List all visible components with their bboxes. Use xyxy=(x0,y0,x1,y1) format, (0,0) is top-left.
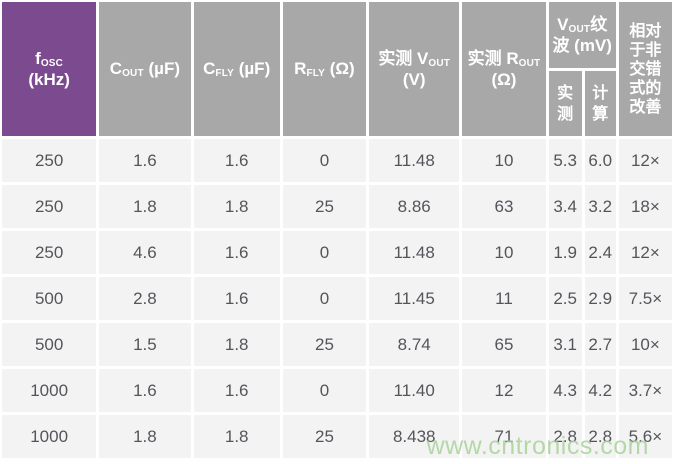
cell-cout: 4.6 xyxy=(99,231,191,274)
cell-rout: 65 xyxy=(462,323,546,366)
cell-rfly: 25 xyxy=(282,323,367,366)
cell-ripple-measured: 2.5 xyxy=(548,277,582,320)
cell-cfly: 1.6 xyxy=(193,231,280,274)
cell-improvement: 7.5× xyxy=(618,277,672,320)
header-fosc: fOSC (kHz) xyxy=(2,2,97,136)
cell-rout: 71 xyxy=(462,415,546,458)
cell-cout: 1.5 xyxy=(99,323,191,366)
cell-vout: 11.40 xyxy=(369,369,460,412)
header-cfly: CFLY (µF) xyxy=(193,2,280,136)
header-row-2: 实 测 计 算 xyxy=(2,71,672,136)
cell-ripple-measured: 2.8 xyxy=(548,415,582,458)
cell-rfly: 0 xyxy=(282,277,367,320)
table-row: 250 1.6 1.6 0 11.48 10 5.3 6.0 12× xyxy=(2,139,672,182)
table-row: 500 1.5 1.8 25 8.74 65 3.1 2.7 10× xyxy=(2,323,672,366)
cell-cfly: 1.6 xyxy=(193,277,280,320)
cell-improvement: 10× xyxy=(618,323,672,366)
cell-cout: 1.6 xyxy=(99,369,191,412)
cell-ripple-measured: 3.4 xyxy=(548,185,582,228)
cell-fosc: 1000 xyxy=(2,369,97,412)
cell-rfly: 25 xyxy=(282,185,367,228)
cell-rfly: 0 xyxy=(282,231,367,274)
header-ripple-calculated: 计 算 xyxy=(584,71,616,136)
cell-rout: 11 xyxy=(462,277,546,320)
cell-improvement: 5.6× xyxy=(618,415,672,458)
cell-cfly: 1.6 xyxy=(193,369,280,412)
cell-vout: 11.45 xyxy=(369,277,460,320)
cell-ripple-calculated: 6.0 xyxy=(584,139,616,182)
table-row: 250 1.8 1.8 25 8.86 63 3.4 3.2 18× xyxy=(2,185,672,228)
cell-cfly: 1.6 xyxy=(193,139,280,182)
cell-ripple-calculated: 3.2 xyxy=(584,185,616,228)
header-improvement: 相对 于非 交错 式的 改善 xyxy=(618,2,672,136)
cell-rfly: 0 xyxy=(282,139,367,182)
cell-rout: 10 xyxy=(462,139,546,182)
cell-improvement: 3.7× xyxy=(618,369,672,412)
header-row-1: fOSC (kHz) COUT (µF) CFLY (µF) RFLY (Ω) … xyxy=(2,2,672,136)
cell-vout: 11.48 xyxy=(369,139,460,182)
cell-rfly: 25 xyxy=(282,415,367,458)
cell-cout: 1.6 xyxy=(99,139,191,182)
cell-cfly: 1.8 xyxy=(193,415,280,458)
cell-ripple-calculated: 2.4 xyxy=(584,231,616,274)
cell-cfly: 1.8 xyxy=(193,185,280,228)
cell-ripple-measured: 1.9 xyxy=(548,231,582,274)
cell-improvement: 12× xyxy=(618,139,672,182)
cell-fosc: 250 xyxy=(2,231,97,274)
cell-fosc: 500 xyxy=(2,277,97,320)
table-row: 1000 1.6 1.6 0 11.40 12 4.3 4.2 3.7× xyxy=(2,369,672,412)
cell-vout: 8.438 xyxy=(369,415,460,458)
header-vout-measured: 实测 VOUT (V) xyxy=(369,2,460,136)
cell-ripple-calculated: 2.9 xyxy=(584,277,616,320)
cell-fosc: 1000 xyxy=(2,415,97,458)
cell-improvement: 12× xyxy=(618,231,672,274)
header-vout-ripple: VOUT纹 波 (mV) xyxy=(548,2,616,68)
cell-rout: 12 xyxy=(462,369,546,412)
cell-cout: 1.8 xyxy=(99,185,191,228)
cell-ripple-measured: 4.3 xyxy=(548,369,582,412)
cell-ripple-calculated: 2.8 xyxy=(584,415,616,458)
cell-rout: 63 xyxy=(462,185,546,228)
cell-fosc: 500 xyxy=(2,323,97,366)
cell-vout: 8.86 xyxy=(369,185,460,228)
table-row: 500 2.8 1.6 0 11.45 11 2.5 2.9 7.5× xyxy=(2,277,672,320)
cell-improvement: 18× xyxy=(618,185,672,228)
cell-fosc: 250 xyxy=(2,139,97,182)
cell-rfly: 0 xyxy=(282,369,367,412)
cell-ripple-measured: 5.3 xyxy=(548,139,582,182)
cell-cfly: 1.8 xyxy=(193,323,280,366)
header-rout-measured: 实测 ROUT (Ω) xyxy=(462,2,546,136)
cell-ripple-calculated: 4.2 xyxy=(584,369,616,412)
cell-vout: 8.74 xyxy=(369,323,460,366)
header-ripple-measured: 实 测 xyxy=(548,71,582,136)
table-row: 250 4.6 1.6 0 11.48 10 1.9 2.4 12× xyxy=(2,231,672,274)
cell-ripple-measured: 3.1 xyxy=(548,323,582,366)
cell-ripple-calculated: 2.7 xyxy=(584,323,616,366)
header-cout: COUT (µF) xyxy=(99,2,191,136)
cell-vout: 11.48 xyxy=(369,231,460,274)
cell-cout: 2.8 xyxy=(99,277,191,320)
cell-fosc: 250 xyxy=(2,185,97,228)
header-rfly: RFLY (Ω) xyxy=(282,2,367,136)
cell-rout: 10 xyxy=(462,231,546,274)
table-row: 1000 1.8 1.8 25 8.438 71 2.8 2.8 5.6× xyxy=(2,415,672,458)
cell-cout: 1.8 xyxy=(99,415,191,458)
